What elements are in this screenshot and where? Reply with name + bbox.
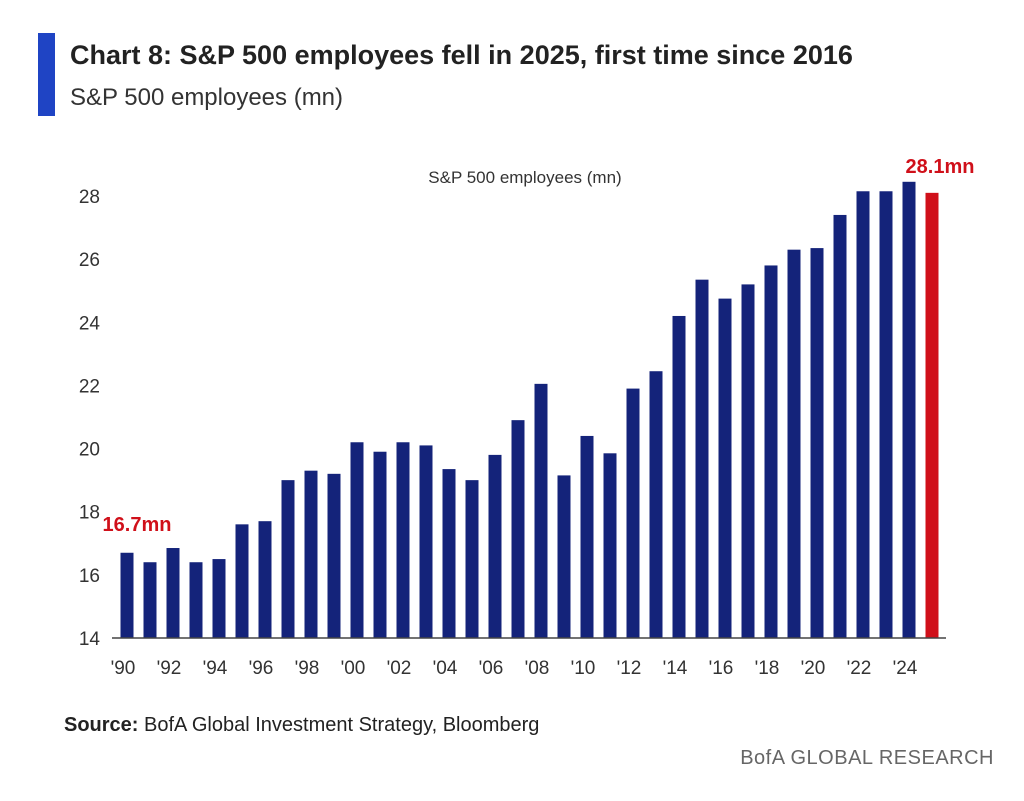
x-tick-label: '14 xyxy=(663,658,688,679)
bar-1995 xyxy=(235,524,249,638)
bar-2019 xyxy=(787,249,801,638)
bar-1997 xyxy=(281,480,295,638)
bar-1993 xyxy=(189,562,203,638)
source-text: BofA Global Investment Strategy, Bloombe… xyxy=(138,714,540,736)
plot-title: S&P 500 employees (mn) xyxy=(428,168,621,187)
bar-2005 xyxy=(465,480,479,638)
x-tick-label: '18 xyxy=(755,658,780,679)
x-tick-label: '94 xyxy=(203,658,228,679)
bar-2015 xyxy=(695,279,709,638)
title-accent-bar xyxy=(38,33,55,116)
x-tick-label: '20 xyxy=(801,658,826,679)
x-tick-label: '12 xyxy=(617,658,642,679)
x-tick-label: '08 xyxy=(525,658,550,679)
source-note: Source: BofA Global Investment Strategy,… xyxy=(64,714,539,737)
data-label-2025: 28.1mn xyxy=(906,156,975,178)
x-tick-label: '98 xyxy=(295,658,320,679)
x-tick-label: '00 xyxy=(341,658,366,679)
chart-subtitle: S&P 500 employees (mn) xyxy=(70,84,344,111)
x-tick-label: '92 xyxy=(157,658,182,679)
bar-2013 xyxy=(649,371,663,638)
bar-2012 xyxy=(626,388,640,638)
x-tick-label: '22 xyxy=(847,658,872,679)
bar-2008 xyxy=(534,383,548,638)
bar-2002 xyxy=(396,442,410,638)
bar-1994 xyxy=(212,559,226,638)
x-tick-label: '90 xyxy=(111,658,136,679)
x-tick-label: '16 xyxy=(709,658,734,679)
bar-2006 xyxy=(488,454,502,638)
brand-label: BofA GLOBAL RESEARCH xyxy=(740,747,994,769)
bar-1996 xyxy=(258,521,272,638)
bar-1991 xyxy=(143,562,157,638)
x-tick-label: '06 xyxy=(479,658,504,679)
bar-2003 xyxy=(419,445,433,638)
bar-2020 xyxy=(810,248,824,639)
bar-2014 xyxy=(672,315,686,638)
x-tick-label: '24 xyxy=(893,658,918,679)
bar-2007 xyxy=(511,420,525,638)
bar-2016 xyxy=(718,298,732,638)
bar-2011 xyxy=(603,453,617,638)
x-tick-label: '10 xyxy=(571,658,596,679)
bar-2010 xyxy=(580,435,594,638)
bar-1992 xyxy=(166,548,180,638)
bar-1999 xyxy=(327,473,341,638)
bar-2017 xyxy=(741,284,755,638)
bar-2004 xyxy=(442,469,456,638)
bar-2022 xyxy=(856,191,870,638)
y-tick-label: 14 xyxy=(79,629,101,650)
bar-2009 xyxy=(557,475,571,638)
y-tick-label: 26 xyxy=(79,250,100,271)
y-tick-label: 28 xyxy=(79,187,100,208)
y-tick-label: 20 xyxy=(79,440,100,461)
bar-2018 xyxy=(764,265,778,638)
y-tick-label: 24 xyxy=(79,313,101,334)
y-tick-label: 22 xyxy=(79,376,100,397)
bar-2023 xyxy=(879,191,893,638)
bar-1998 xyxy=(304,470,318,638)
y-tick-label: 18 xyxy=(79,503,100,524)
x-tick-label: '04 xyxy=(433,658,458,679)
bar-2024 xyxy=(902,181,916,639)
x-tick-label: '02 xyxy=(387,658,412,679)
bar-2000 xyxy=(350,442,364,638)
chart-title: Chart 8: S&P 500 employees fell in 2025,… xyxy=(70,40,853,70)
x-tick-label: '96 xyxy=(249,658,274,679)
source-label: Source: xyxy=(64,714,139,736)
bar-2001 xyxy=(373,451,387,638)
data-label-1990: 16.7mn xyxy=(103,514,172,536)
bar-1990 xyxy=(120,552,134,638)
bar-2021 xyxy=(833,214,847,638)
y-tick-label: 16 xyxy=(79,566,100,587)
bar-2025 xyxy=(925,192,939,639)
